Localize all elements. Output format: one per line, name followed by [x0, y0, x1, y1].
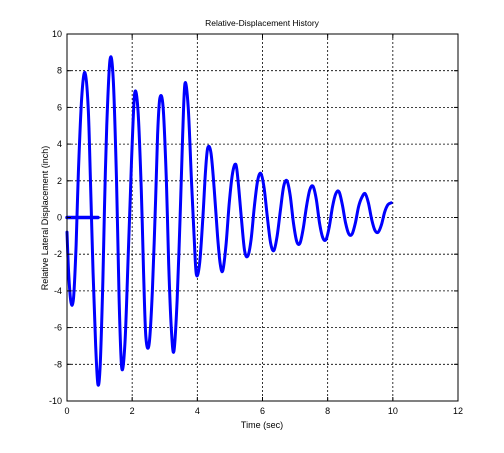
y-tick-label: -8	[54, 359, 62, 369]
x-tick-label: 10	[388, 406, 398, 416]
y-tick-label: 8	[57, 66, 62, 76]
y-tick-label: 2	[57, 176, 62, 186]
x-axis-label: Time (sec)	[241, 420, 283, 430]
x-tick-label: 8	[325, 406, 330, 416]
y-tick-label: -4	[54, 286, 62, 296]
tick-labels: 0 2 4 6 8 10 12 -10 -8 -6 -4 -2 0 2 4 6 8 10	[49, 29, 463, 416]
y-tick-label: 0	[57, 213, 62, 223]
x-tick-label: 6	[260, 406, 265, 416]
y-tick-label: 4	[57, 139, 62, 149]
x-tick-label: 2	[130, 406, 135, 416]
y-tick-label: -2	[54, 249, 62, 259]
data-layer	[65, 55, 393, 387]
y-tick-label: -10	[49, 396, 62, 406]
x-tick-label: 12	[453, 406, 463, 416]
y-axis-label: Relative Lateral Displacement (inch)	[40, 146, 50, 291]
displacement-series-line	[65, 55, 393, 387]
x-tick-label: 0	[64, 406, 69, 416]
x-tick-label: 4	[195, 406, 200, 416]
y-tick-label: -6	[54, 323, 62, 333]
y-tick-label: 6	[57, 102, 62, 112]
chart-title: Relative-Displacement History	[205, 18, 320, 28]
y-tick-label: 10	[52, 29, 62, 39]
tick-marks	[66, 33, 459, 402]
